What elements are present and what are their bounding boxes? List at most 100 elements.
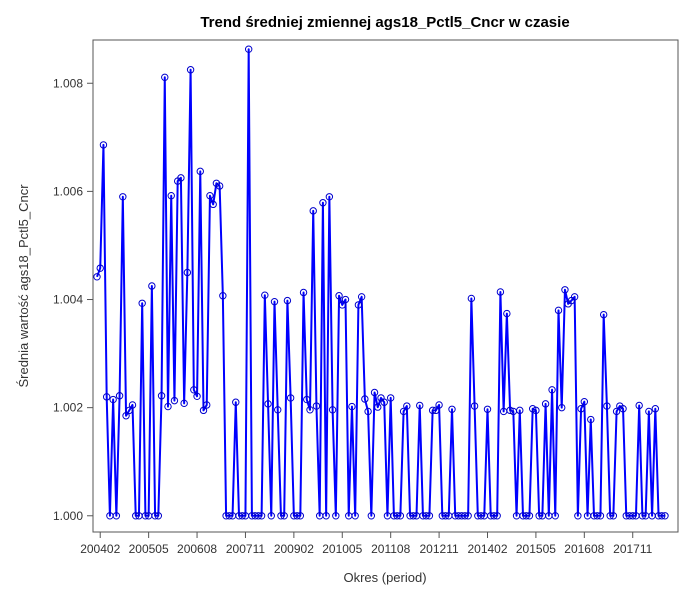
data-point <box>99 141 108 149</box>
data-point <box>380 398 388 406</box>
x-tick-label: 201711 <box>613 542 652 556</box>
data-point <box>261 291 269 299</box>
data-point <box>312 402 321 410</box>
data-point <box>386 394 395 402</box>
data-point <box>609 512 618 520</box>
data-point <box>461 512 469 520</box>
data-point <box>303 395 311 404</box>
data-point <box>548 386 556 394</box>
data-point <box>306 406 314 414</box>
x-tick-label: 201402 <box>467 542 507 556</box>
x-tick-label: 200608 <box>177 542 217 556</box>
x-tick-label: 200902 <box>274 542 314 556</box>
y-axis-label: Średnia wartość ags18_Pctl5_Cncr <box>16 184 31 388</box>
data-point <box>554 306 563 315</box>
data-point <box>219 292 227 300</box>
data-point <box>525 512 534 520</box>
y-tick-label: 1.004 <box>53 293 83 307</box>
x-tick-label: 201211 <box>420 542 459 556</box>
data-point <box>325 193 334 201</box>
data-point <box>102 393 111 401</box>
data-point <box>490 512 498 520</box>
data-point <box>470 402 479 410</box>
data-point <box>432 406 440 415</box>
chart-title: Trend średniej zmiennej ags18_Pctl5_Cncr… <box>200 14 569 31</box>
data-point <box>596 512 605 520</box>
data-point <box>638 512 647 520</box>
data-point <box>309 207 317 215</box>
data-point <box>167 192 175 200</box>
data-point <box>328 406 337 414</box>
data-point <box>186 66 195 74</box>
data-point <box>283 296 292 305</box>
data-point <box>183 268 192 277</box>
data-point <box>580 398 589 406</box>
data-point <box>196 167 204 176</box>
data-point <box>493 512 501 520</box>
data-point <box>254 512 263 520</box>
data-point <box>341 295 350 304</box>
data-point <box>206 192 214 200</box>
data-point <box>180 399 188 408</box>
data-point <box>364 407 372 416</box>
plot-area-frame <box>92 39 679 533</box>
data-point <box>319 199 327 207</box>
data-point <box>122 412 130 420</box>
x-tick-label: 200402 <box>80 542 120 556</box>
data-point <box>535 512 543 520</box>
data-point <box>332 512 340 520</box>
data-point <box>483 405 492 413</box>
data-point <box>593 512 601 520</box>
data-point <box>125 406 133 415</box>
data-point <box>286 394 295 402</box>
data-point <box>128 401 137 409</box>
data-point <box>351 512 359 520</box>
data-point <box>506 406 514 415</box>
series-markers <box>93 45 669 520</box>
data-point <box>558 403 566 412</box>
data-point <box>551 512 559 520</box>
data-point <box>370 388 379 397</box>
data-point <box>170 396 179 405</box>
data-point <box>425 512 434 520</box>
data-point <box>354 301 363 309</box>
x-axis-label: Okres (period) <box>343 570 426 585</box>
data-point <box>587 415 595 424</box>
data-point <box>270 297 279 306</box>
data-point <box>112 512 121 520</box>
x-axis: 200402 200505 200608 200711 200902 201005 2011… <box>80 532 653 556</box>
data-point <box>367 512 376 520</box>
data-point <box>396 512 405 520</box>
data-point <box>599 310 608 319</box>
data-point <box>238 512 246 520</box>
data-point <box>299 288 308 297</box>
x-tick-label: 201505 <box>516 542 556 556</box>
data-point <box>132 512 140 520</box>
data-point <box>516 406 524 415</box>
y-tick-label: 1.006 <box>53 184 83 198</box>
data-point <box>348 402 356 411</box>
data-point <box>570 293 579 301</box>
x-tick-label: 200711 <box>226 542 265 556</box>
data-point <box>215 182 224 190</box>
data-point <box>148 282 156 290</box>
data-point <box>612 407 621 416</box>
data-point <box>435 401 443 409</box>
data-point <box>141 512 150 520</box>
data-point <box>645 407 653 416</box>
y-tick-label: 1.008 <box>53 76 83 90</box>
data-point <box>393 512 401 520</box>
data-point <box>467 294 476 303</box>
data-point <box>532 406 540 415</box>
data-point <box>274 406 282 414</box>
data-point <box>267 512 275 520</box>
data-point <box>416 401 424 410</box>
data-point <box>335 292 343 300</box>
data-point <box>232 398 240 406</box>
data-point <box>606 512 614 520</box>
data-point <box>577 405 585 413</box>
data-point <box>154 512 163 520</box>
data-point <box>138 299 146 307</box>
data-point <box>293 512 301 520</box>
